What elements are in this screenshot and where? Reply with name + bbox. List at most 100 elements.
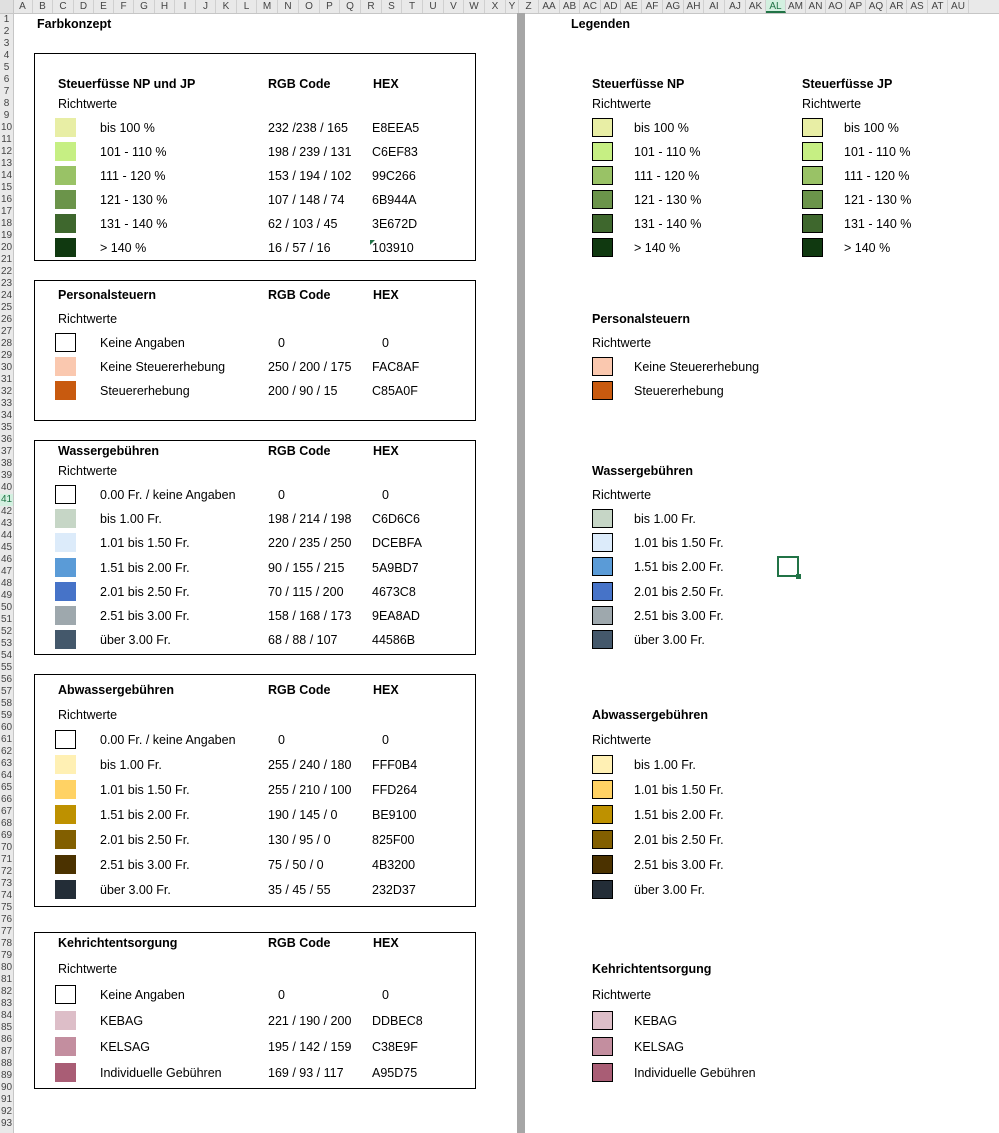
row-header-72[interactable]: 72 [0, 866, 13, 877]
row-header-54[interactable]: 54 [0, 650, 13, 661]
row-header-5[interactable]: 5 [3, 62, 10, 73]
row-header-18[interactable]: 18 [0, 218, 13, 229]
color-swatch[interactable] [55, 214, 76, 233]
column-header-h[interactable]: H [155, 0, 175, 13]
row-header-92[interactable]: 92 [0, 1106, 13, 1117]
column-header-au[interactable]: AU [948, 0, 969, 13]
column-header-g[interactable]: G [134, 0, 155, 13]
row-header-60[interactable]: 60 [0, 722, 13, 733]
color-swatch[interactable] [55, 1037, 76, 1056]
color-swatch[interactable] [55, 533, 76, 552]
row-header-87[interactable]: 87 [0, 1046, 13, 1057]
row-header-61[interactable]: 61 [0, 734, 13, 745]
column-header-ai[interactable]: AI [704, 0, 725, 13]
row-header-70[interactable]: 70 [0, 842, 13, 853]
row-header-39[interactable]: 39 [0, 470, 13, 481]
legend-swatch[interactable] [592, 1063, 613, 1082]
row-header-20[interactable]: 20 [0, 242, 13, 253]
legend-swatch[interactable] [592, 190, 613, 209]
row-header-27[interactable]: 27 [0, 326, 13, 337]
column-header-al[interactable]: AL [766, 0, 786, 13]
column-header-e[interactable]: E [94, 0, 114, 13]
row-header-7[interactable]: 7 [3, 86, 10, 97]
column-header-i[interactable]: I [175, 0, 196, 13]
row-header-86[interactable]: 86 [0, 1034, 13, 1045]
row-header-11[interactable]: 11 [1, 134, 12, 145]
row-header-56[interactable]: 56 [0, 674, 13, 685]
legend-swatch[interactable] [592, 830, 613, 849]
row-header-15[interactable]: 15 [0, 182, 13, 193]
color-swatch[interactable] [55, 582, 76, 601]
column-header-ac[interactable]: AC [580, 0, 601, 13]
row-header-58[interactable]: 58 [0, 698, 13, 709]
color-swatch[interactable] [55, 830, 76, 849]
column-header-u[interactable]: U [423, 0, 444, 13]
row-header-84[interactable]: 84 [0, 1010, 13, 1021]
legend-swatch[interactable] [592, 557, 613, 576]
column-header-ar[interactable]: AR [887, 0, 907, 13]
column-header-y[interactable]: Y [506, 0, 519, 13]
row-header-79[interactable]: 79 [0, 950, 13, 961]
color-swatch[interactable] [55, 730, 76, 749]
row-header-6[interactable]: 6 [3, 74, 10, 85]
row-header-69[interactable]: 69 [0, 830, 13, 841]
column-header-l[interactable]: L [237, 0, 257, 13]
color-swatch[interactable] [55, 780, 76, 799]
color-swatch[interactable] [55, 357, 76, 376]
row-header-41[interactable]: 41 [0, 494, 13, 506]
row-header-89[interactable]: 89 [0, 1070, 13, 1081]
row-header-10[interactable]: 10 [0, 122, 13, 133]
legend-swatch[interactable] [592, 509, 613, 528]
column-header-ah[interactable]: AH [684, 0, 704, 13]
column-header-o[interactable]: O [299, 0, 320, 13]
row-header-71[interactable]: 71 [0, 854, 13, 865]
row-header-81[interactable]: 81 [0, 974, 13, 985]
legend-swatch[interactable] [592, 855, 613, 874]
row-header-40[interactable]: 40 [0, 482, 13, 493]
legend-swatch[interactable] [802, 118, 823, 137]
color-swatch[interactable] [55, 190, 76, 209]
row-header-22[interactable]: 22 [0, 266, 13, 277]
row-header-42[interactable]: 42 [0, 506, 13, 517]
row-header-29[interactable]: 29 [0, 350, 13, 361]
column-header-c[interactable]: C [53, 0, 74, 13]
row-header-14[interactable]: 14 [0, 170, 13, 181]
column-header-n[interactable]: N [278, 0, 299, 13]
legend-swatch[interactable] [592, 780, 613, 799]
row-header-83[interactable]: 83 [0, 998, 13, 1009]
row-header-80[interactable]: 80 [0, 962, 13, 973]
column-header-v[interactable]: V [444, 0, 464, 13]
column-header-aa[interactable]: AA [539, 0, 560, 13]
color-swatch[interactable] [55, 333, 76, 352]
row-header-47[interactable]: 47 [0, 566, 13, 577]
row-header-48[interactable]: 48 [0, 578, 13, 589]
color-swatch[interactable] [55, 985, 76, 1004]
column-header-aq[interactable]: AQ [866, 0, 887, 13]
row-header-13[interactable]: 13 [0, 158, 13, 169]
legend-swatch[interactable] [592, 880, 613, 899]
legend-swatch[interactable] [592, 606, 613, 625]
row-header-4[interactable]: 4 [3, 50, 10, 61]
column-header-ak[interactable]: AK [746, 0, 766, 13]
legend-swatch[interactable] [802, 142, 823, 161]
legend-swatch[interactable] [592, 166, 613, 185]
column-header-j[interactable]: J [196, 0, 216, 13]
color-swatch[interactable] [55, 855, 76, 874]
color-swatch[interactable] [55, 509, 76, 528]
row-header-93[interactable]: 93 [0, 1118, 13, 1129]
row-header-25[interactable]: 25 [0, 302, 13, 313]
row-header-88[interactable]: 88 [0, 1058, 13, 1069]
row-header-45[interactable]: 45 [0, 542, 13, 553]
row-header-57[interactable]: 57 [0, 686, 13, 697]
legend-swatch[interactable] [802, 166, 823, 185]
row-header-51[interactable]: 51 [0, 614, 13, 625]
color-swatch[interactable] [55, 485, 76, 504]
column-header-a[interactable]: A [13, 0, 33, 13]
row-header-68[interactable]: 68 [0, 818, 13, 829]
column-header-m[interactable]: M [257, 0, 278, 13]
row-header-64[interactable]: 64 [0, 770, 13, 781]
color-swatch[interactable] [55, 805, 76, 824]
legend-swatch[interactable] [592, 142, 613, 161]
column-header-x[interactable]: X [485, 0, 506, 13]
row-header-78[interactable]: 78 [0, 938, 13, 949]
